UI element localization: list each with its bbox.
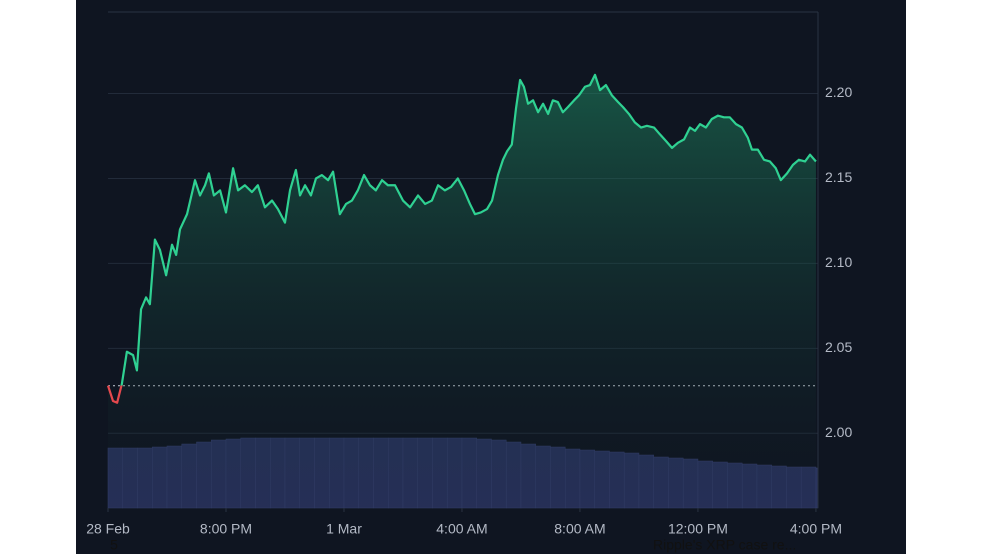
y-tick-label: 2.10: [825, 254, 852, 270]
x-tick-label: 4:00 PM: [790, 521, 842, 537]
x-tick-label: 28 Feb: [86, 521, 130, 537]
footer-text: Ripple's XRP case re...: [653, 537, 796, 553]
y-tick-label: 2.15: [825, 169, 852, 185]
price-line: [106, 73, 817, 404]
y-tick-label: 2.00: [825, 424, 852, 440]
x-tick-label: 8:00 AM: [554, 521, 605, 537]
x-tick-label: 8:00 PM: [200, 521, 252, 537]
footer-text: 5: [110, 537, 118, 553]
x-tick-label: 12:00 PM: [668, 521, 728, 537]
y-tick-label: 2.05: [825, 339, 852, 355]
price-area: [108, 74, 816, 508]
x-tick-label: 1 Mar: [326, 521, 362, 537]
x-tick-label: 4:00 AM: [436, 521, 487, 537]
y-tick-label: 2.20: [825, 84, 852, 100]
